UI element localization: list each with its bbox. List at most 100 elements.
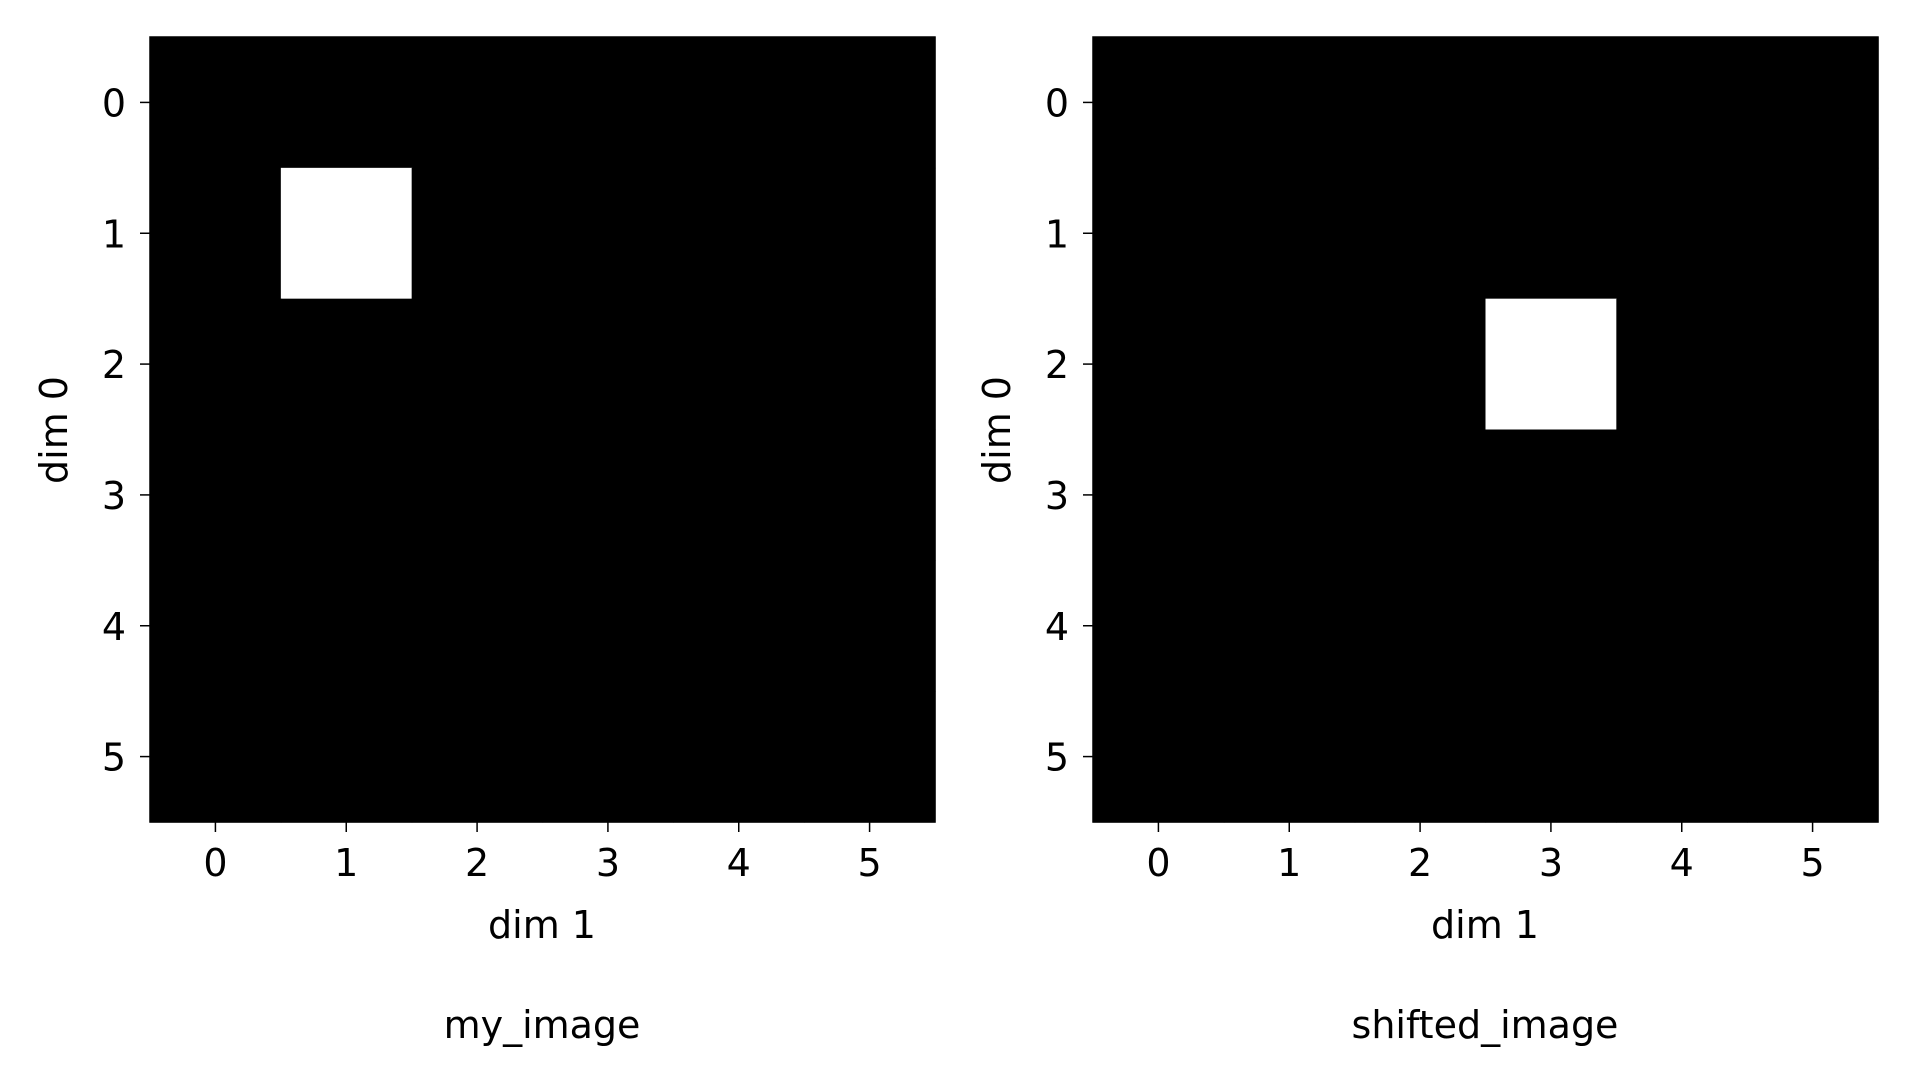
y-ticks: 0 1 2 3 4 5 — [102, 81, 150, 780]
heatmap-cell-r1-c1 — [280, 167, 413, 300]
heatmap-cell-r2-c0 — [150, 298, 282, 431]
heatmap-cell-r4-c4 — [673, 560, 805, 692]
heatmap-cell-r4-c0 — [150, 560, 282, 692]
y-tick-label: 1 — [1045, 212, 1069, 256]
x-tick-label: 3 — [1539, 841, 1563, 885]
panel-title: shifted_image — [1352, 1003, 1619, 1047]
heatmap-cell-r1-c5 — [804, 167, 936, 300]
axes-frame — [1092, 36, 1879, 823]
heatmap-cell-r2-c1 — [280, 298, 413, 431]
heatmap-cell-r3-c0 — [150, 429, 282, 561]
heatmap-cell-r4-c5 — [1747, 560, 1879, 692]
x-tick-label: 0 — [203, 841, 227, 885]
heatmap-cell-r3-c1 — [1223, 429, 1356, 561]
heatmap-cell-r3-c5 — [1747, 429, 1879, 561]
heatmap-cell-r1-c2 — [411, 167, 544, 300]
x-tick-label: 2 — [1408, 841, 1432, 885]
panel-shifted-image: 0 1 2 3 4 5 0 1 2 3 4 5 dim 1 dim 0 shifted_image — [975, 36, 1879, 1047]
x-axis-label: dim 1 — [488, 903, 596, 947]
y-tick-label: 2 — [1045, 343, 1069, 387]
x-ticks: 0 1 2 3 4 5 — [1146, 822, 1825, 885]
heatmap-cell-r0-c5 — [1747, 37, 1879, 169]
heatmap-cell-r0-c1 — [280, 37, 413, 169]
heatmap-cell-r4-c5 — [804, 560, 936, 692]
y-tick-label: 5 — [102, 736, 126, 780]
heatmap-cell-r2-c3 — [542, 298, 674, 431]
x-tick-label: 1 — [334, 841, 358, 885]
y-tick-label: 1 — [102, 212, 126, 256]
heatmap-cells — [1093, 37, 1879, 823]
heatmap-cells — [150, 37, 936, 823]
heatmap-cell-r3-c1 — [280, 429, 413, 561]
heatmap-cell-r5-c3 — [1485, 691, 1617, 823]
x-tick-label: 0 — [1146, 841, 1170, 885]
heatmap-cell-r0-c2 — [411, 37, 544, 169]
heatmap-cell-r0-c3 — [542, 37, 674, 169]
x-ticks: 0 1 2 3 4 5 — [203, 822, 882, 885]
panel-title: my_image — [444, 1003, 641, 1047]
heatmap-cell-r5-c1 — [280, 691, 413, 823]
heatmap-cell-r1-c4 — [1616, 167, 1748, 300]
heatmap-cell-r2-c5 — [1747, 298, 1879, 431]
heatmap-cell-r4-c4 — [1616, 560, 1748, 692]
heatmap-cell-r0-c0 — [1093, 37, 1225, 169]
heatmap-cell-r0-c4 — [673, 37, 805, 169]
heatmap-cell-r3-c4 — [1616, 429, 1748, 561]
y-tick-label: 3 — [102, 474, 126, 518]
heatmap-cell-r5-c5 — [1747, 691, 1879, 823]
heatmap-cell-r5-c2 — [411, 691, 544, 823]
heatmap-cell-r4-c1 — [1223, 560, 1356, 692]
heatmap-cell-r3-c0 — [1093, 429, 1225, 561]
heatmap-cell-r0-c0 — [150, 37, 282, 169]
x-tick-label: 4 — [1670, 841, 1694, 885]
heatmap-cell-r5-c3 — [542, 691, 674, 823]
heatmap-cell-r2-c4 — [673, 298, 805, 431]
y-tick-label: 0 — [1045, 81, 1069, 125]
axes-frame — [149, 36, 936, 823]
heatmap-cell-r3-c3 — [542, 429, 674, 561]
heatmap-cell-r2-c0 — [1093, 298, 1225, 431]
y-tick-label: 4 — [1045, 605, 1069, 649]
x-tick-label: 5 — [857, 841, 881, 885]
heatmap-cell-r1-c0 — [150, 167, 282, 300]
heatmap-cell-r1-c5 — [1747, 167, 1879, 300]
y-tick-label: 2 — [102, 343, 126, 387]
y-tick-label: 0 — [102, 81, 126, 125]
y-axis-label: dim 0 — [32, 376, 76, 484]
heatmap-cell-r1-c4 — [673, 167, 805, 300]
x-tick-label: 1 — [1277, 841, 1301, 885]
panel-my-image: 0 1 2 3 4 5 0 1 2 3 4 5 dim 1 dim 0 my_image — [32, 36, 936, 1047]
heatmap-cell-r2-c5 — [804, 298, 936, 431]
heatmap-cell-r2-c1 — [1223, 298, 1356, 431]
heatmap-cell-r0-c5 — [804, 37, 936, 169]
heatmap-cell-r5-c0 — [1093, 691, 1225, 823]
heatmap-cell-r0-c1 — [1223, 37, 1356, 169]
heatmap-cell-r5-c4 — [673, 691, 805, 823]
x-tick-label: 2 — [465, 841, 489, 885]
heatmap-cell-r0-c3 — [1485, 37, 1617, 169]
heatmap-cell-r3-c4 — [673, 429, 805, 561]
y-tick-label: 5 — [1045, 736, 1069, 780]
heatmap-cell-r1-c0 — [1093, 167, 1225, 300]
x-tick-label: 3 — [596, 841, 620, 885]
heatmap-cell-r3-c2 — [1354, 429, 1487, 561]
heatmap-cell-r2-c2 — [411, 298, 544, 431]
heatmap-cell-r5-c0 — [150, 691, 282, 823]
heatmap-cell-r1-c3 — [1485, 167, 1617, 300]
heatmap-cell-r3-c3 — [1485, 429, 1617, 561]
heatmap-cell-r3-c5 — [804, 429, 936, 561]
heatmap-cell-r5-c2 — [1354, 691, 1487, 823]
x-tick-label: 4 — [727, 841, 751, 885]
y-tick-label: 4 — [102, 605, 126, 649]
heatmap-cell-r4-c1 — [280, 560, 413, 692]
heatmap-cell-r1-c3 — [542, 167, 674, 300]
heatmap-cell-r4-c3 — [542, 560, 674, 692]
heatmap-cell-r5-c4 — [1616, 691, 1748, 823]
heatmap-cell-r2-c2 — [1354, 298, 1487, 431]
heatmap-cell-r1-c1 — [1223, 167, 1356, 300]
heatmap-cell-r4-c3 — [1485, 560, 1617, 692]
heatmap-cell-r0-c4 — [1616, 37, 1748, 169]
heatmap-cell-r2-c3 — [1485, 298, 1617, 431]
heatmap-cell-r3-c2 — [411, 429, 544, 561]
